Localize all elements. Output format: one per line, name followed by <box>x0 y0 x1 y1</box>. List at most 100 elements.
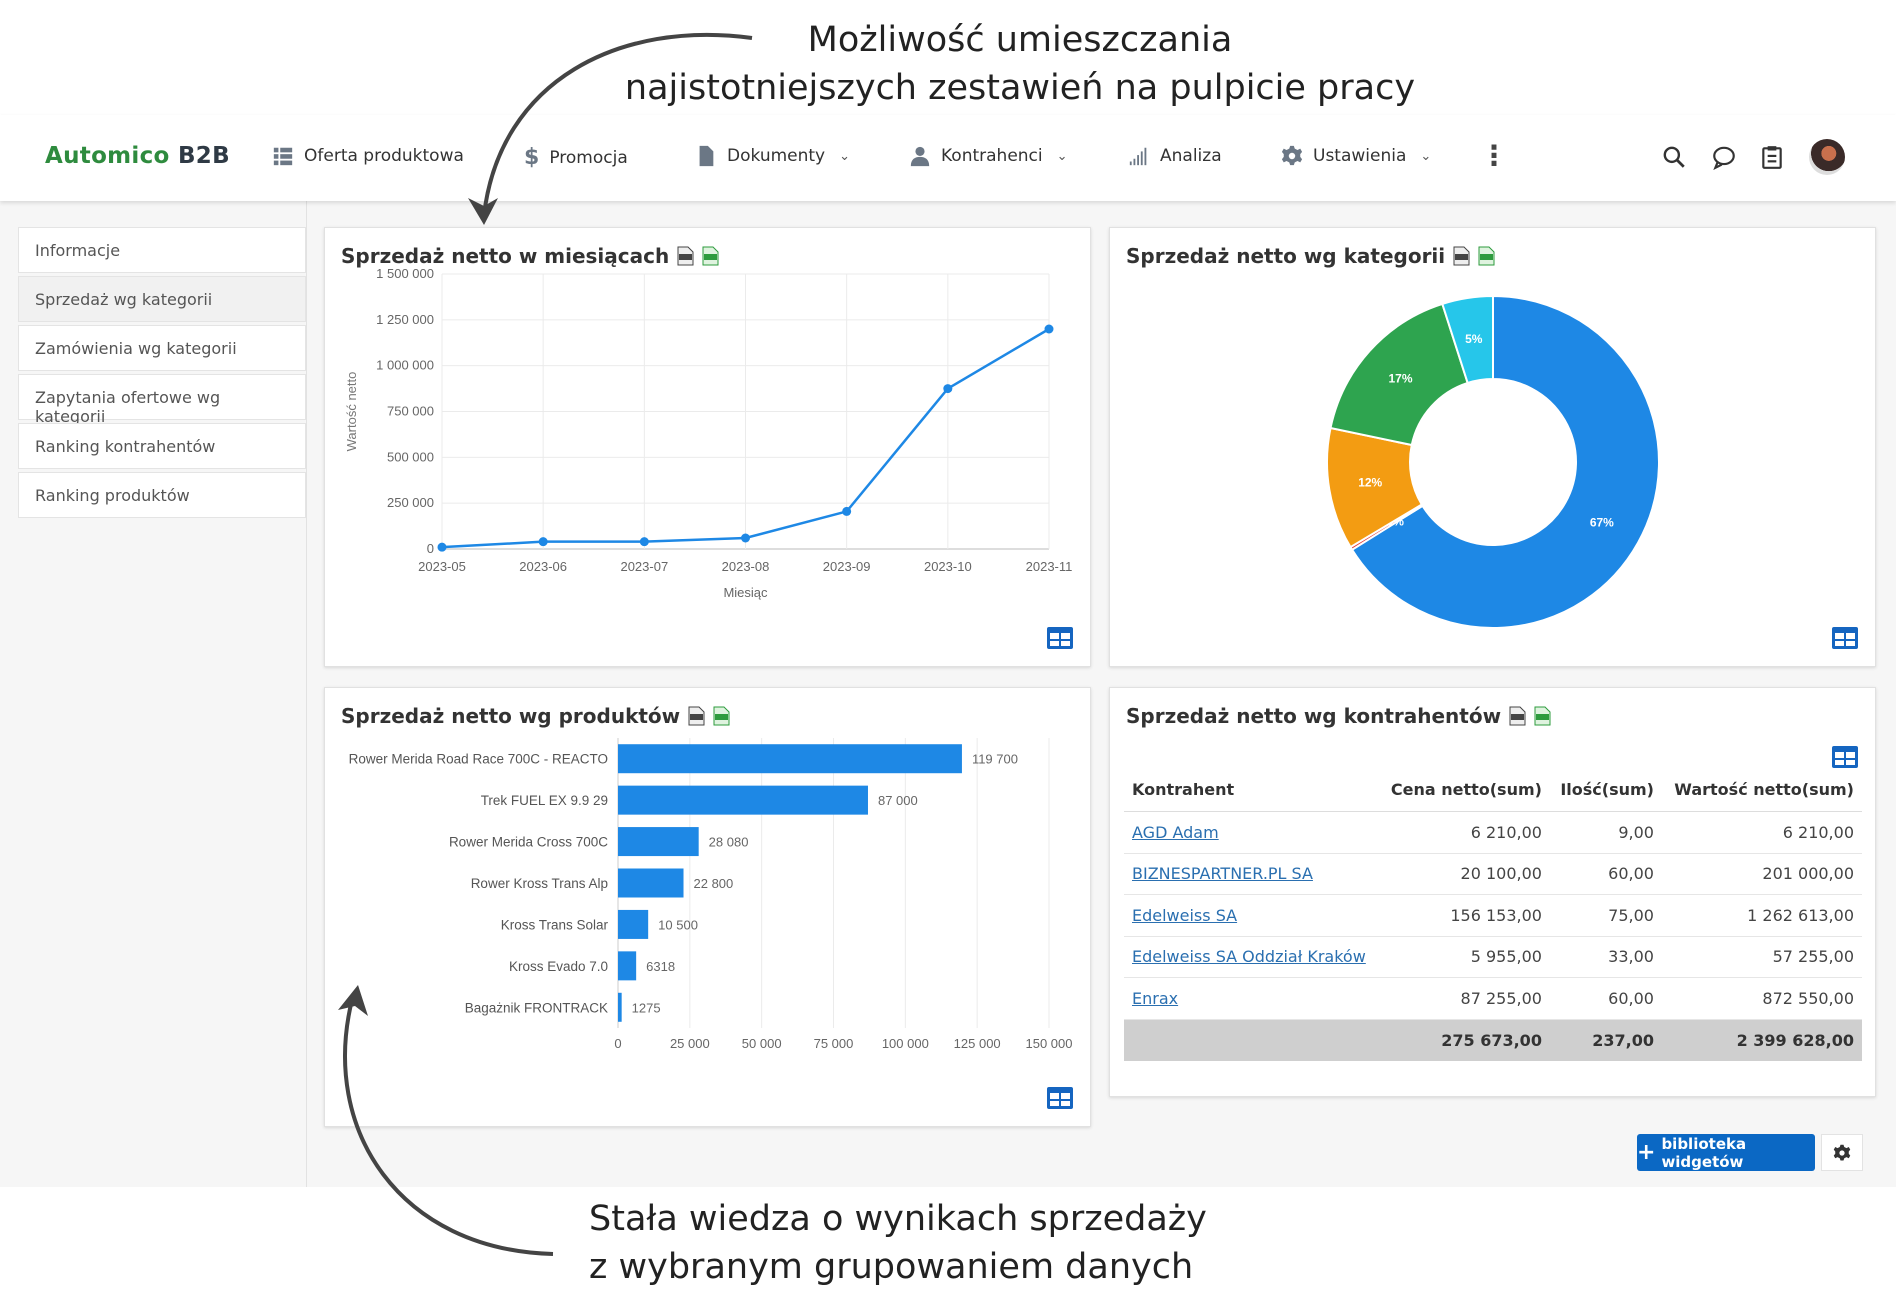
table-row: Edelweiss SA 156 153,00 75,00 1 262 613,00 <box>1124 894 1862 937</box>
widget-library-button[interactable]: + biblioteka widgetów <box>1637 1134 1815 1171</box>
csv-export-icon[interactable] <box>677 246 694 266</box>
data-point <box>842 506 852 516</box>
column-header[interactable]: Wartość netto(sum) <box>1661 768 1862 812</box>
chat-icon[interactable] <box>1711 144 1737 170</box>
client-link[interactable]: Enrax <box>1132 988 1179 1008</box>
client-link[interactable]: AGD Adam <box>1132 822 1219 842</box>
donut-chart: 67%0%12%17%5% <box>1326 294 1660 629</box>
y-tick-label: 500 000 <box>387 449 434 464</box>
sidebar-item-ranking-kontrahentow[interactable]: Ranking kontrahentów <box>18 423 306 469</box>
category-label: Rower Kross Trans Alp <box>471 876 608 891</box>
cell: 1 262 613,00 <box>1661 894 1862 937</box>
sidebar: Informacje Sprzedaż wg kategorii Zamówie… <box>0 201 307 1187</box>
cell: 5 955,00 <box>1379 936 1550 978</box>
sidebar-item-sprzedaz-kategorii[interactable]: Sprzedaż wg kategorii <box>18 276 306 322</box>
client-link[interactable]: Edelweiss SA <box>1132 905 1238 925</box>
x-tick-label: 2023-10 <box>924 559 972 574</box>
cell: 9,00 <box>1549 811 1662 854</box>
column-header[interactable]: Ilość(sum) <box>1549 768 1662 812</box>
top-navbar: Automico B2B Oferta produktowa $ Promocj… <box>0 115 1896 201</box>
value-label: 6318 <box>646 959 675 974</box>
xls-export-icon[interactable] <box>1478 246 1495 266</box>
bar <box>618 992 622 1022</box>
csv-export-icon[interactable] <box>688 706 705 726</box>
category-label: Kross Trans Solar <box>501 917 609 932</box>
table-row: BIZNESPARTNER.PL SA 20 100,00 60,00 201 000… <box>1124 853 1862 895</box>
clipboard-icon[interactable] <box>1759 144 1785 170</box>
more-menu-icon[interactable]: ⋮ <box>1480 139 1508 172</box>
csv-export-icon[interactable] <box>1509 706 1526 726</box>
line-chart: 0 250 000 500 000 750 000 1 000 000 1 250 000… <box>344 266 1073 600</box>
user-icon <box>910 146 930 167</box>
table-view-icon[interactable] <box>1047 1087 1073 1109</box>
x-tick-label: 150 000 <box>1026 1036 1073 1051</box>
xls-export-icon[interactable] <box>713 706 730 726</box>
nav-label: Promocja <box>549 147 628 168</box>
nav-ustawienia[interactable]: Ustawienia ⌄ <box>1281 145 1431 167</box>
nav-oferta[interactable]: Oferta produktowa <box>272 145 464 167</box>
data-point <box>943 384 953 394</box>
nav-analiza[interactable]: Analiza <box>1128 145 1222 167</box>
sidebar-item-informacje[interactable]: Informacje <box>18 227 306 273</box>
x-tick-label: 50 000 <box>742 1036 782 1051</box>
xls-export-icon[interactable] <box>702 246 719 266</box>
value-label: 119 700 <box>972 752 1018 767</box>
data-point <box>1044 324 1054 334</box>
widget-title-text: Sprzedaż netto w miesiącach <box>341 244 670 268</box>
column-header[interactable]: Kontrahent <box>1124 768 1380 812</box>
csv-export-icon[interactable] <box>1453 246 1470 266</box>
avatar[interactable] <box>1809 139 1845 175</box>
nav-dokumenty[interactable]: Dokumenty ⌄ <box>695 145 850 167</box>
nav-label: Kontrahenci <box>941 146 1043 166</box>
value-label: 28 080 <box>709 835 749 850</box>
chart-view-icon[interactable] <box>1832 746 1858 768</box>
cell: 75,00 <box>1549 894 1662 937</box>
search-icon[interactable] <box>1661 144 1687 170</box>
annotation-top: Możliwość umieszczania najistotniejszych… <box>0 16 1896 112</box>
x-tick-label: 2023-09 <box>823 559 871 574</box>
table-row: Edelweiss SA Oddział Kraków 5 955,00 33,00… <box>1124 936 1862 978</box>
sidebar-item-zamowienia-kategorii[interactable]: Zamówienia wg kategorii <box>18 325 306 371</box>
slice-label: 67% <box>1590 515 1614 529</box>
client-link[interactable]: Edelweiss SA Oddział Kraków <box>1132 947 1366 967</box>
column-header[interactable]: Cena netto(sum) <box>1379 768 1550 812</box>
y-tick-label: 0 <box>427 541 434 556</box>
bar <box>618 785 868 815</box>
nav-label: Ustawienia <box>1313 146 1407 166</box>
total-cell: 2 399 628,00 <box>1661 1019 1862 1061</box>
widget-product-sales: Sprzedaż netto wg produktów 0 25 000 50 00… <box>324 687 1091 1127</box>
sidebar-item-zapytania-ofertowe[interactable]: Zapytania ofertowe wg kategorii <box>18 374 306 426</box>
nav-promocja[interactable]: $ Promocja <box>524 145 628 170</box>
dashboard-settings-button[interactable] <box>1821 1134 1863 1171</box>
chevron-down-icon: ⌄ <box>1056 148 1068 164</box>
client-link[interactable]: BIZNESPARTNER.PL SA <box>1132 864 1313 884</box>
gear-icon <box>1281 145 1303 166</box>
nav-label: Oferta produktowa <box>304 146 464 166</box>
chevron-down-icon: ⌄ <box>839 148 851 164</box>
nav-label: Analiza <box>1160 146 1222 166</box>
x-tick-label: 75 000 <box>814 1036 854 1051</box>
y-tick-label: 1 500 000 <box>376 266 434 281</box>
x-tick-label: 2023-11 <box>1026 559 1073 574</box>
bar-chart: 0 25 000 50 000 75 000 100 000 125 000 150 000… <box>349 738 1073 1051</box>
cell: 60,00 <box>1549 977 1662 1020</box>
sidebar-item-ranking-produktow[interactable]: Ranking produktów <box>18 472 306 518</box>
widget-title-text: Sprzedaż netto wg kategorii <box>1126 244 1446 268</box>
nav-kontrahenci[interactable]: Kontrahenci ⌄ <box>909 145 1068 167</box>
widget-title: Sprzedaż netto w miesiącach <box>341 244 719 268</box>
data-point <box>538 537 548 547</box>
total-cell: 237,00 <box>1549 1019 1662 1061</box>
value-label: 1275 <box>632 1000 661 1015</box>
slice-label: 12% <box>1358 476 1382 490</box>
table-view-icon[interactable] <box>1832 627 1858 649</box>
table-view-icon[interactable] <box>1047 627 1073 649</box>
donut-slice <box>1350 294 1660 629</box>
category-label: Rower Merida Road Race 700C - REACTO <box>349 752 608 767</box>
logo[interactable]: Automico B2B <box>45 143 230 169</box>
x-tick-label: 125 000 <box>954 1036 1001 1051</box>
gear-icon <box>1833 1144 1851 1160</box>
x-tick-label: 25 000 <box>670 1036 710 1051</box>
xls-export-icon[interactable] <box>1534 706 1551 726</box>
cell: 33,00 <box>1549 936 1662 978</box>
value-label: 10 500 <box>658 917 698 932</box>
